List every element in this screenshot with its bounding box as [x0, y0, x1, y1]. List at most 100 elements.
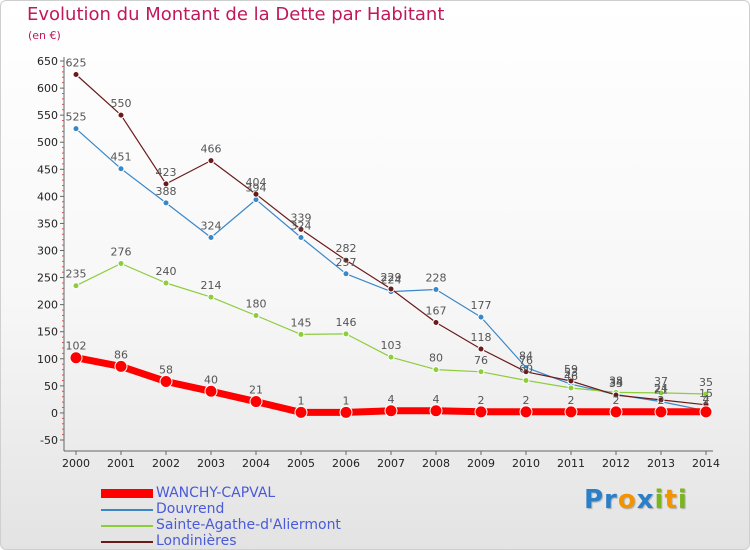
legend-item: Londinières: [101, 533, 421, 549]
data-point: [249, 395, 263, 409]
y-tick-label: -50: [40, 434, 58, 447]
data-label: 103: [381, 339, 402, 352]
data-point: [609, 405, 623, 419]
data-point: [252, 311, 260, 319]
data-label: 59: [564, 363, 578, 376]
data-point: [342, 270, 350, 278]
data-label: 4: [433, 393, 440, 406]
data-label: 35: [699, 376, 713, 389]
data-label: 282: [336, 242, 357, 255]
data-label: 84: [519, 349, 533, 362]
data-label: 324: [291, 220, 312, 233]
data-point: [162, 279, 170, 287]
y-tick-label: 100: [37, 353, 58, 366]
x-tick-label: 2008: [422, 457, 450, 470]
x-tick-label: 2007: [377, 457, 405, 470]
x-tick-label: 2009: [467, 457, 495, 470]
data-point: [657, 396, 665, 404]
x-tick-label: 2011: [557, 457, 585, 470]
data-point: [72, 282, 80, 290]
data-label: 167: [426, 305, 447, 318]
data-label: 229: [381, 271, 402, 284]
data-point: [339, 405, 353, 419]
data-point: [207, 293, 215, 301]
data-point: [522, 376, 530, 384]
legend-label: Douvrend: [156, 501, 225, 517]
y-tick-label: 150: [37, 326, 58, 339]
x-tick-label: 2012: [602, 457, 630, 470]
data-point: [429, 404, 443, 418]
data-label: 38: [609, 374, 623, 387]
x-tick-label: 2003: [197, 457, 225, 470]
data-point: [162, 199, 170, 207]
data-point: [522, 368, 530, 376]
data-label: 423: [156, 166, 177, 179]
data-label: 33: [609, 377, 623, 390]
data-label: 1: [298, 394, 305, 407]
data-label: 180: [246, 297, 267, 310]
data-label: 53: [564, 366, 578, 379]
proxiti-logo: Proxiti: [584, 485, 688, 515]
data-point: [117, 165, 125, 173]
data-point: [477, 313, 485, 321]
data-label: 240: [156, 265, 177, 278]
data-point: [297, 330, 305, 338]
data-point: [117, 259, 125, 267]
x-tick-label: 2004: [242, 457, 270, 470]
data-label: 228: [426, 271, 447, 284]
data-point: [432, 366, 440, 374]
data-point: [297, 234, 305, 242]
data-label: 2: [613, 394, 620, 407]
data-label: 15: [699, 387, 713, 400]
x-tick-label: 2001: [107, 457, 135, 470]
data-point: [654, 405, 668, 419]
data-point: [567, 377, 575, 385]
y-tick-label: 450: [37, 163, 58, 176]
data-label: 58: [159, 364, 173, 377]
data-point: [477, 345, 485, 353]
y-tick-label: 350: [37, 217, 58, 230]
data-label: 276: [111, 245, 132, 258]
data-label: 76: [474, 354, 488, 367]
data-label: 86: [114, 348, 128, 361]
unit-label: (en €): [28, 29, 61, 42]
data-label: 451: [111, 151, 132, 164]
data-label: 21: [249, 384, 263, 397]
data-label: 257: [336, 256, 357, 269]
data-point: [207, 234, 215, 242]
legend: WANCHY-CAPVAL Douvrend Sainte-Agathe-d'Ali…: [101, 485, 421, 549]
data-label: 394: [246, 182, 267, 195]
data-label: 21: [654, 384, 668, 397]
data-point: [294, 405, 308, 419]
data-point: [432, 285, 440, 293]
data-label: 34: [609, 377, 623, 390]
data-point: [612, 391, 620, 399]
y-tick-label: 500: [37, 136, 58, 149]
data-label: 76: [519, 354, 533, 367]
data-label: 2: [703, 394, 710, 407]
data-point: [567, 384, 575, 392]
legend-swatch: [101, 509, 153, 511]
y-tick-label: 300: [37, 245, 58, 258]
series-layer: [69, 71, 713, 419]
data-label: 46: [564, 370, 578, 383]
data-point: [69, 351, 83, 365]
data-label: 4: [388, 393, 395, 406]
data-point: [342, 256, 350, 264]
data-point: [162, 180, 170, 188]
y-tick-label: 200: [37, 299, 58, 312]
data-point: [297, 225, 305, 233]
legend-item: WANCHY-CAPVAL: [101, 485, 421, 501]
legend-item: Douvrend: [101, 501, 421, 517]
data-point: [384, 404, 398, 418]
data-label: 145: [291, 316, 312, 329]
data-point: [657, 389, 665, 397]
data-point: [387, 285, 395, 293]
x-tick-label: 2013: [647, 457, 675, 470]
x-tick-label: 2014: [692, 457, 720, 470]
legend-label: Londinières: [156, 533, 237, 549]
data-point: [72, 71, 80, 79]
data-point: [342, 330, 350, 338]
